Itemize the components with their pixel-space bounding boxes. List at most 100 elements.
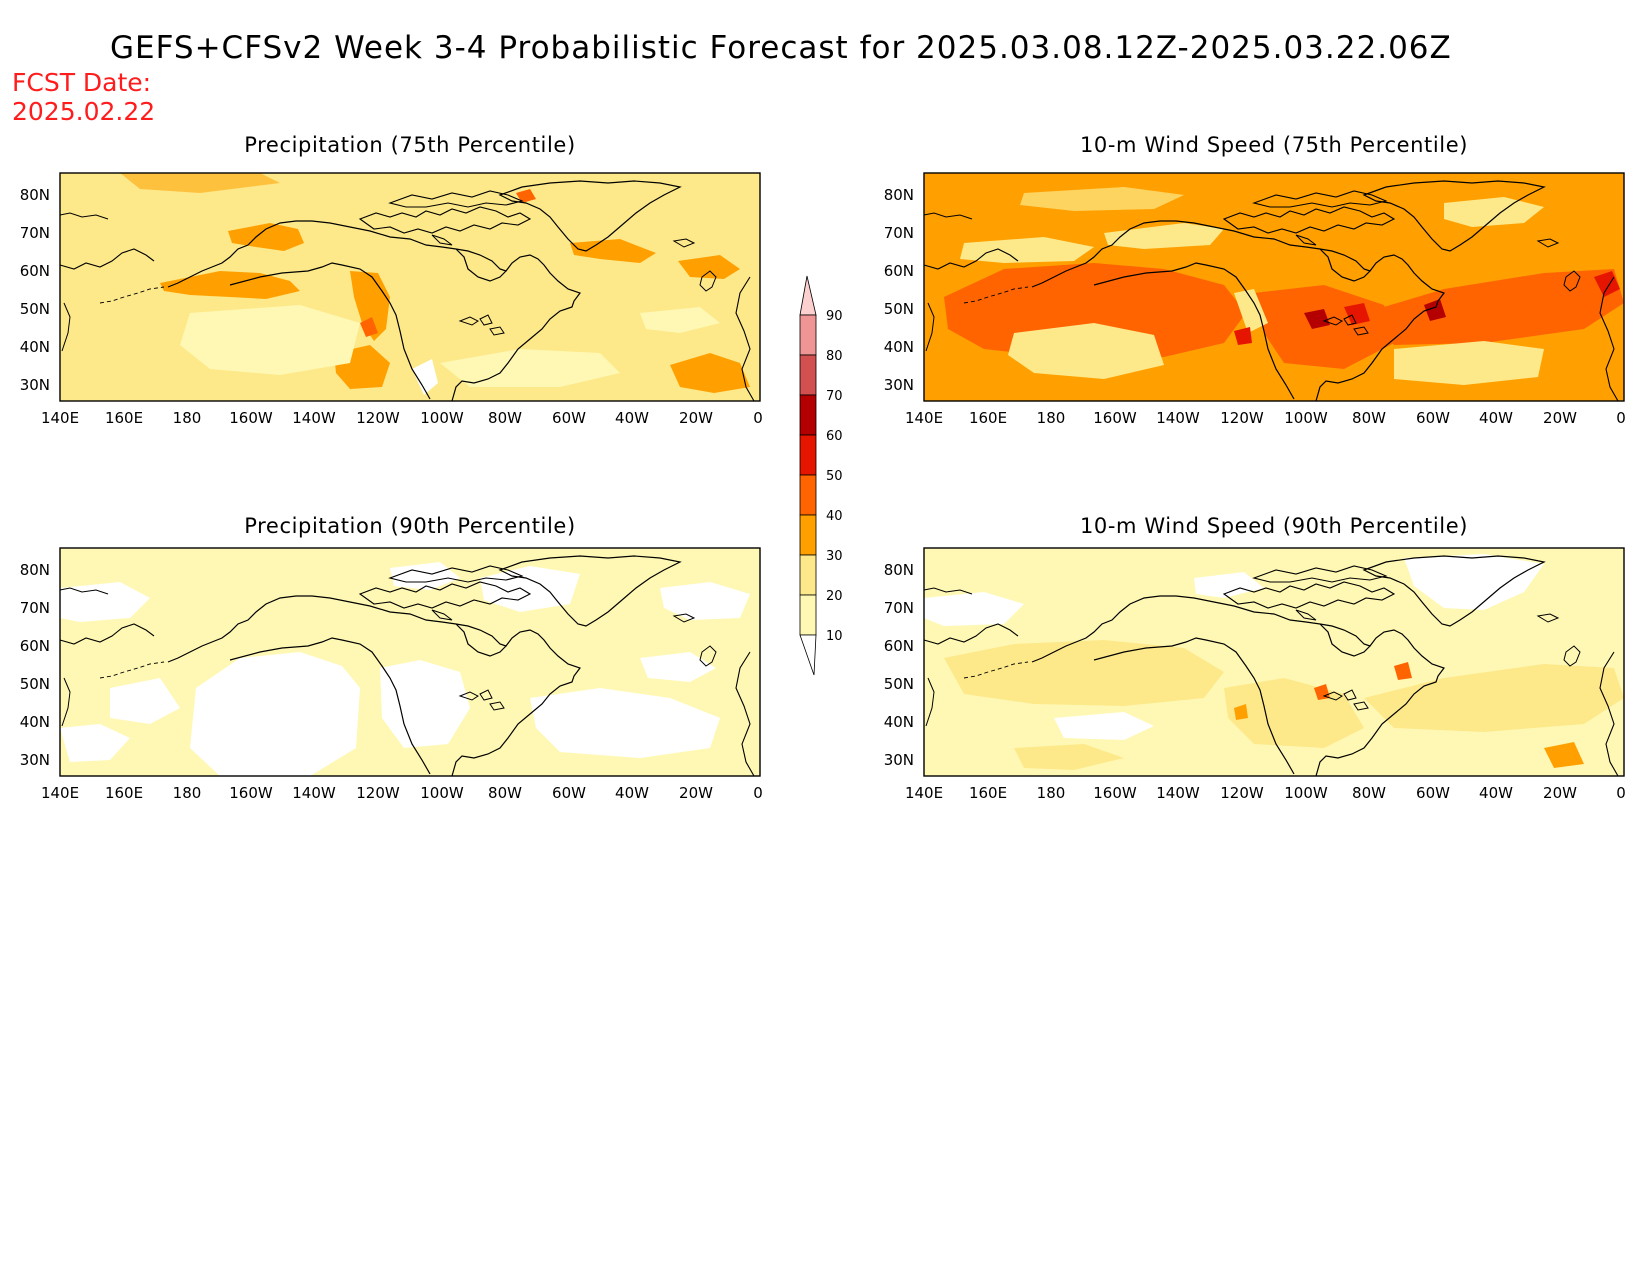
lat-tick: 50N	[20, 300, 50, 318]
map-frame	[923, 547, 1625, 777]
colorbar-bottom-arrow	[799, 634, 817, 676]
lon-tick: 0	[1616, 784, 1626, 802]
lat-tick: 50N	[884, 675, 914, 693]
lon-tick: 180	[173, 409, 202, 427]
lon-tick: 160E	[969, 784, 1007, 802]
lon-tick: 0	[753, 784, 763, 802]
longitude-axis: 140E 160E 180 160W 140W 120W 100W 80W 60…	[905, 409, 1626, 427]
lon-tick: 40W	[615, 784, 649, 802]
colorbar-swatch-80-90	[799, 314, 817, 356]
panel-title: Precipitation (75th Percentile)	[244, 133, 575, 157]
lon-tick: 100W	[420, 784, 464, 802]
lat-tick: 40N	[20, 713, 50, 731]
latitude-axis: 80N 70N 60N 50N 40N 30N	[20, 186, 50, 394]
shaded-regions	[924, 554, 1624, 770]
lat-tick: 30N	[884, 751, 914, 769]
lon-tick: 80W	[488, 784, 522, 802]
panel-wind-75: 10-m Wind Speed (75th Percentile)	[884, 133, 1626, 427]
lon-tick: 140E	[905, 784, 943, 802]
panel-title: 10-m Wind Speed (90th Percentile)	[1080, 514, 1468, 538]
colorbar: 90 80 70 60 50 40 30 20 10	[799, 275, 843, 676]
lon-tick: 80W	[1352, 784, 1386, 802]
lon-tick: 40W	[1479, 784, 1513, 802]
latitude-axis: 80N 70N 60N 50N 40N 30N	[884, 186, 914, 394]
lon-tick: 60W	[552, 409, 586, 427]
lon-tick: 100W	[1284, 784, 1328, 802]
lon-tick: 180	[1037, 784, 1066, 802]
lat-tick: 70N	[884, 599, 914, 617]
colorbar-label: 30	[826, 549, 843, 564]
lon-tick: 140E	[41, 784, 79, 802]
colorbar-swatch-40-50	[799, 474, 817, 516]
colorbar-label: 10	[826, 629, 843, 644]
lat-tick: 30N	[884, 376, 914, 394]
lon-tick: 0	[1616, 409, 1626, 427]
panel-precip-90: Precipitation (90th Percentile) 140E 160…	[20, 514, 763, 802]
forecast-date-label: FCST Date:	[12, 68, 152, 97]
longitude-axis: 140E 160E 180 160W 140W 120W 100W 80W 60…	[41, 784, 763, 802]
longitude-axis: 140E 160E 180 160W 140W 120W 100W 80W 60…	[905, 784, 1626, 802]
lat-tick: 60N	[20, 637, 50, 655]
lon-tick: 140W	[1156, 784, 1200, 802]
colorbar-swatch-70-80	[799, 354, 817, 396]
colorbar-swatch-60-70	[799, 394, 817, 436]
lon-tick: 160E	[105, 409, 143, 427]
lon-tick: 80W	[1352, 409, 1386, 427]
lon-tick: 140E	[905, 409, 943, 427]
colorbar-top-arrow	[799, 275, 817, 316]
panel-wind-90: 10-m Wind Speed (90th Percentile) 14	[884, 514, 1626, 802]
lat-tick: 60N	[20, 262, 50, 280]
colorbar-label: 80	[826, 349, 843, 364]
lon-tick: 60W	[1416, 409, 1450, 427]
colorbar-label: 50	[826, 469, 843, 484]
lon-tick: 160W	[229, 784, 273, 802]
lon-tick: 20W	[679, 784, 713, 802]
lon-tick: 140W	[1156, 409, 1200, 427]
lat-tick: 70N	[20, 224, 50, 242]
lon-tick: 100W	[420, 409, 464, 427]
lat-tick: 30N	[20, 376, 50, 394]
lat-tick: 80N	[884, 561, 914, 579]
lon-tick: 120W	[1220, 784, 1264, 802]
lat-tick: 60N	[884, 262, 914, 280]
lat-tick: 80N	[884, 186, 914, 204]
map-frame	[59, 172, 761, 402]
shaded-regions	[944, 187, 1624, 385]
lon-tick: 160E	[969, 409, 1007, 427]
colorbar-label: 70	[826, 389, 843, 404]
lon-tick: 0	[753, 409, 763, 427]
panel-title: Precipitation (90th Percentile)	[244, 514, 575, 538]
lat-tick: 60N	[884, 637, 914, 655]
map-frame	[923, 172, 1625, 402]
lat-tick: 40N	[884, 338, 914, 356]
lon-tick: 160W	[229, 409, 273, 427]
lon-tick: 120W	[1220, 409, 1264, 427]
lon-tick: 60W	[1416, 784, 1450, 802]
longitude-axis: 140E 160E 180 160W 140W 120W 100W 80W 60…	[41, 409, 763, 427]
latitude-axis: 80N 70N 60N 50N 40N 30N	[884, 561, 914, 769]
lon-tick: 160W	[1093, 784, 1137, 802]
lon-tick: 160W	[1093, 409, 1137, 427]
lat-tick: 30N	[20, 751, 50, 769]
colorbar-label: 90	[826, 309, 843, 324]
lon-tick: 80W	[488, 409, 522, 427]
lat-tick: 80N	[20, 186, 50, 204]
lon-tick: 120W	[356, 409, 400, 427]
colorbar-label: 20	[826, 589, 843, 604]
lon-tick: 120W	[356, 784, 400, 802]
lon-tick: 20W	[1543, 409, 1577, 427]
panel-precip-75: Precipitation (75th Percentile)	[20, 133, 763, 427]
lon-tick: 180	[173, 784, 202, 802]
lon-tick: 160E	[105, 784, 143, 802]
lat-tick: 40N	[20, 338, 50, 356]
lon-tick: 180	[1037, 409, 1066, 427]
map-frame	[59, 547, 761, 777]
lon-tick: 100W	[1284, 409, 1328, 427]
colorbar-label: 60	[826, 429, 843, 444]
lon-tick: 20W	[1543, 784, 1577, 802]
colorbar-swatch-30-40	[799, 514, 817, 556]
lat-tick: 70N	[20, 599, 50, 617]
lat-tick: 50N	[884, 300, 914, 318]
lon-tick: 60W	[552, 784, 586, 802]
